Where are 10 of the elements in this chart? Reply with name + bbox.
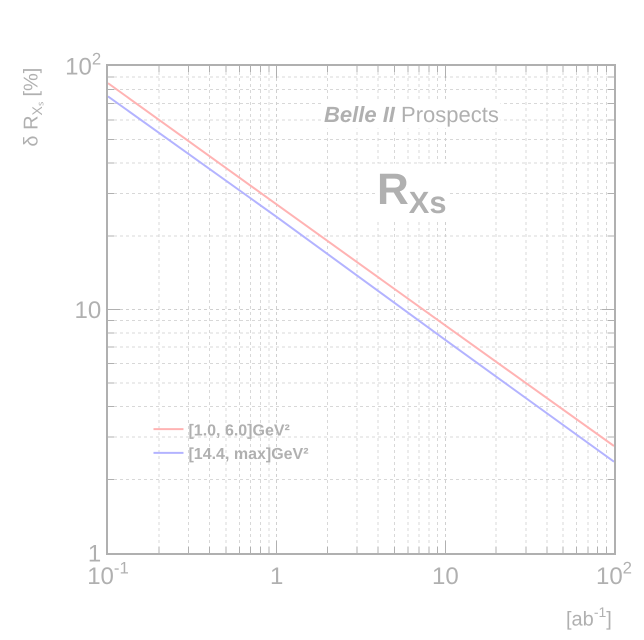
legend-label: [1.0, 6.0]GeV² bbox=[188, 422, 290, 440]
x-axis-title: [ab$^{-1}$] bbox=[566, 604, 612, 630]
x-tick-label: 10$^{2}$ bbox=[596, 558, 632, 590]
annotation: Belle II Prospects bbox=[324, 102, 499, 127]
annotation: R$_{Xs}$ bbox=[377, 165, 446, 220]
x-tick-label: 1 bbox=[270, 562, 284, 590]
y-tick-label: 10 bbox=[74, 296, 102, 324]
x-tick-label: 10 bbox=[432, 562, 459, 590]
y-tick-label: 10$^{2}$ bbox=[65, 49, 102, 80]
legend-label: [14.4, max]GeV² bbox=[188, 446, 309, 464]
